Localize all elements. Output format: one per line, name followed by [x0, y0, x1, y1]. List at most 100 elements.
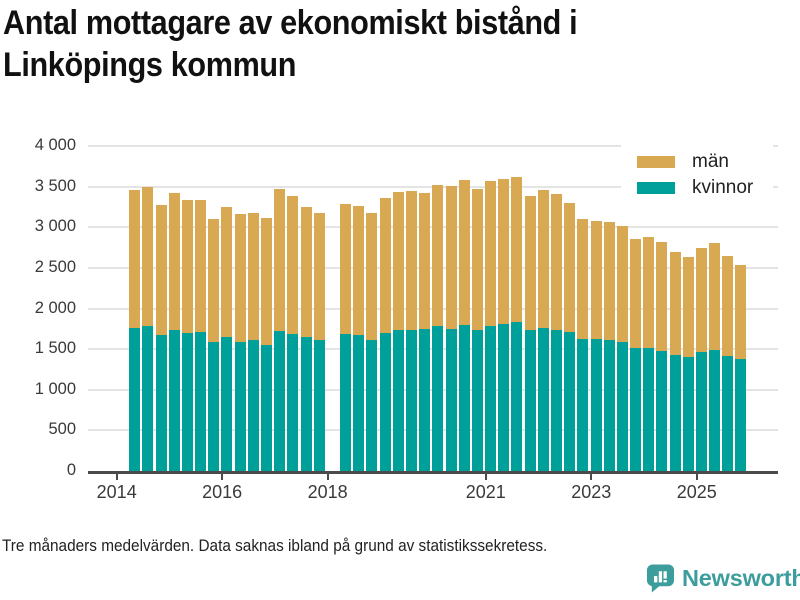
bar-man-segment: [300, 206, 312, 337]
bar-kvinnor-segment: [577, 339, 589, 471]
bar-kvinnor-segment: [485, 325, 497, 471]
x-axis-tick: [221, 473, 224, 480]
bar-kvinnor-segment: [261, 345, 272, 471]
bar-man-segment: [722, 255, 734, 357]
bar-man-segment: [603, 221, 615, 341]
y-axis-tick-label: 4 000: [34, 136, 76, 154]
bar-kvinnor-segment: [524, 329, 536, 471]
bar-man-segment: [537, 189, 549, 328]
x-axis-tick: [115, 473, 118, 480]
y-axis-tick-label: 2 500: [34, 257, 76, 276]
newsworthy-wordmark: Newsworthy: [682, 565, 800, 591]
bar-man-segment: [129, 189, 141, 328]
x-axis-tick-label: 2023: [571, 482, 612, 502]
x-axis-tick-label: 2021: [465, 482, 506, 502]
bar-kvinnor-segment: [458, 324, 470, 471]
bar-kvinnor-segment: [168, 329, 180, 471]
bar-man-segment: [630, 238, 642, 349]
bar-kvinnor-segment: [735, 358, 747, 471]
y-axis-tick-label: 1 500: [34, 339, 76, 358]
bar-kvinnor-segment: [643, 347, 655, 471]
bar-kvinnor-segment: [405, 329, 417, 471]
bar-man-segment: [564, 202, 576, 333]
bar-kvinnor-segment: [603, 340, 615, 471]
bar-man-segment: [577, 219, 589, 340]
bar-man-segment: [550, 193, 562, 330]
bar-kvinnor-segment: [392, 330, 404, 471]
bar-kvinnor-segment: [445, 328, 457, 471]
y-axis-tick-label: 3 000: [34, 217, 76, 236]
bar-man-segment: [379, 198, 391, 333]
bar-man-segment: [168, 193, 180, 330]
bar-man-segment: [735, 264, 747, 359]
bar-man-segment: [405, 190, 417, 330]
bar-kvinnor-segment: [695, 351, 707, 471]
bar-man-segment: [432, 185, 444, 327]
bar-kvinnor-segment: [511, 321, 523, 471]
x-axis-tick-label: 2025: [676, 482, 717, 502]
bar-man-segment: [643, 237, 655, 348]
bar-kvinnor-segment: [630, 348, 642, 471]
chart-legend: män kvinnor: [621, 144, 773, 205]
bar-man-segment: [274, 189, 286, 332]
x-axis-tick-label: 2018: [307, 482, 348, 502]
bar-kvinnor-segment: [274, 331, 286, 471]
bar-man-segment: [181, 199, 193, 333]
bar-man-segment: [458, 180, 470, 325]
bar-kvinnor-segment: [590, 339, 602, 471]
x-axis-tick-label: 2014: [96, 482, 137, 502]
bar-man-segment: [195, 200, 207, 333]
bar-kvinnor-segment: [366, 340, 378, 471]
bar-kvinnor-segment: [195, 332, 207, 471]
x-axis-tick-label: 2016: [202, 482, 243, 502]
x-axis-tick: [326, 473, 329, 480]
bar-kvinnor-segment: [682, 357, 694, 471]
bar-kvinnor-segment: [287, 333, 299, 471]
y-axis-tick-label: 2 000: [34, 298, 76, 317]
bar-kvinnor-segment: [129, 328, 141, 471]
bar-man-segment: [419, 193, 431, 329]
bar-kvinnor-segment: [234, 341, 246, 471]
x-axis-tick: [484, 473, 487, 480]
bar-man-segment: [155, 205, 167, 336]
bar-kvinnor-segment: [181, 332, 193, 471]
bar-kvinnor-segment: [142, 325, 154, 471]
bar-man-segment: [695, 248, 707, 352]
bar-kvinnor-segment: [340, 333, 352, 471]
bar-man-segment: [261, 218, 272, 346]
bar-man-segment: [590, 220, 602, 340]
bar-man-segment: [616, 226, 628, 342]
bar-kvinnor-segment: [550, 329, 562, 471]
bar-kvinnor-segment: [379, 332, 391, 471]
bar-man-segment: [340, 203, 352, 334]
bar-kvinnor-segment: [313, 340, 325, 471]
bar-kvinnor-segment: [722, 356, 734, 471]
bar-man-segment: [142, 186, 154, 326]
bar-man-segment: [524, 195, 536, 330]
y-axis-tick-label: 500: [48, 420, 76, 439]
bar-kvinnor-segment: [656, 350, 668, 471]
bar-kvinnor-segment: [709, 349, 721, 471]
bar-man-segment: [353, 206, 365, 336]
bar-man-segment: [234, 214, 246, 342]
bar-man-segment: [247, 213, 259, 341]
bar-kvinnor-segment: [208, 341, 220, 471]
x-axis-tick: [695, 473, 698, 480]
bar-man-segment: [656, 241, 668, 351]
bar-man-segment: [366, 213, 378, 341]
x-axis-line: [88, 471, 778, 474]
footnote: Tre månaders medelvärden. Data saknas ib…: [2, 537, 548, 555]
bar-kvinnor-segment: [564, 332, 576, 471]
newsworthy-logo: Newsworthy: [646, 563, 800, 594]
bar-man-segment: [392, 191, 404, 331]
bar-kvinnor-segment: [353, 335, 365, 471]
legend-item-man: män: [637, 152, 773, 171]
bar-man-segment: [287, 196, 299, 334]
bar-kvinnor-segment: [247, 340, 259, 471]
bar-kvinnor-segment: [300, 336, 312, 471]
bar-man-segment: [709, 242, 721, 350]
bar-man-segment: [208, 219, 220, 342]
y-axis-tick-label: 3 500: [34, 176, 76, 195]
gridline: [88, 145, 778, 147]
